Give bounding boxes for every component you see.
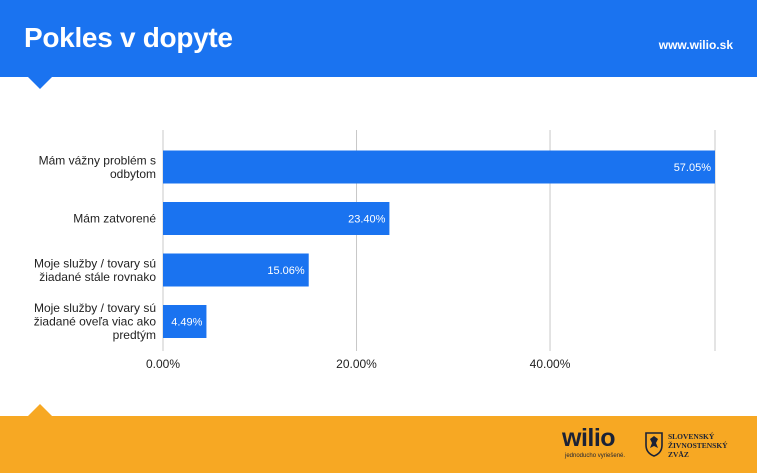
wilio-wordmark: wilio [562,424,616,452]
category-label-line: žiadané stále rovnako [39,270,156,284]
category-label-line: Mám zatvorené [73,212,156,226]
bar [163,253,309,287]
szz-emblem-icon [645,432,663,457]
site-url[interactable]: www.wilio.sk [658,38,733,52]
wilio-logo: wilio jednoducho vyriešené. [562,424,626,464]
category-label-line: žiadané oveľa viac ako [34,315,157,329]
bar-chart: 0.00% 20.00% 40.00% 57.05% Mám vážny problém… [34,130,716,371]
category-label-line: Mám vážny problém s [39,153,156,167]
page-title: Pokles v dopyte [24,22,233,53]
x-tick-label: 20.00% [336,357,377,371]
category-label-line: Moje služby / tovary sú [34,301,156,315]
bar-value-label: 57.05% [674,162,712,174]
szz-name-line3: ZVÄZ [668,450,689,459]
footer-notch [28,404,52,416]
category-label-line: predtým [113,328,156,342]
bar [163,305,207,338]
footer-banner [0,416,757,473]
category-label: Moje služby / tovary sú žiadané oveľa via… [34,301,157,342]
x-tick-label: 0.00% [146,357,180,371]
szz-name-line2: ŽIVNOSTENSKÝ [668,441,728,450]
bar [163,202,390,235]
category-label: Mám vážny problém s odbytom [39,153,156,181]
wilio-tagline: jednoducho vyriešené. [565,453,626,459]
bar-value-label: 23.40% [348,214,386,226]
category-label-line: odbytom [110,167,156,181]
szz-name: SLOVENSKÝ ŽIVNOSTENSKÝ ZVÄZ [668,432,748,459]
bar [163,150,715,184]
category-label: Mám zatvorené [73,212,156,226]
header-banner [0,0,757,77]
category-label: Moje služby / tovary sú žiadané stále rov… [34,256,156,284]
szz-name-line1: SLOVENSKÝ [668,432,715,441]
category-label-line: Moje služby / tovary sú [34,256,156,270]
bar-value-label: 4.49% [171,317,202,329]
header-notch [28,77,52,89]
x-tick-label: 40.00% [530,357,571,371]
bar-value-label: 15.06% [267,265,305,277]
